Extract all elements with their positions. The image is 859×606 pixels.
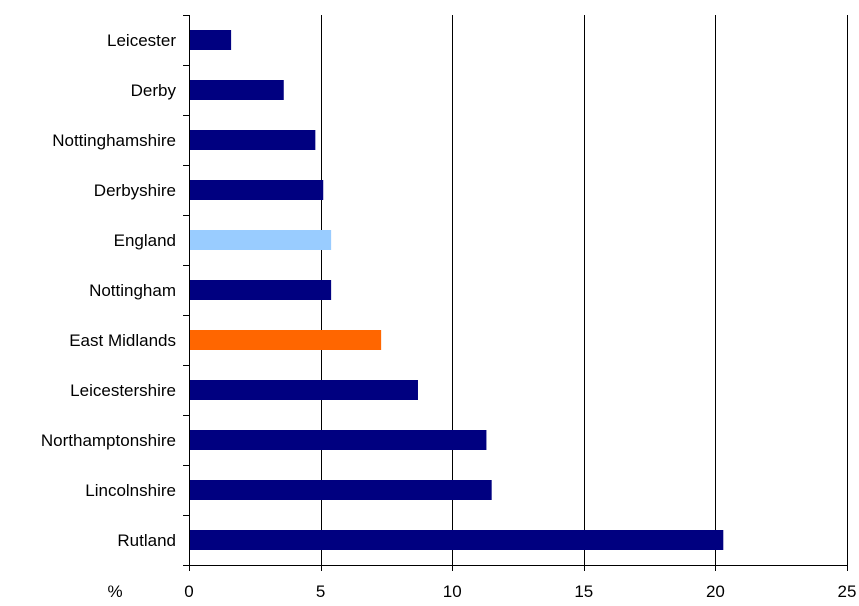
x-tick-label: 10 [443, 582, 462, 601]
bar [190, 230, 332, 250]
bar [190, 180, 324, 200]
category-label: Lincolnshire [85, 481, 176, 500]
bar [190, 280, 332, 300]
category-label: Rutland [117, 531, 176, 550]
category-label: Leicestershire [70, 381, 176, 400]
x-axis-title: % [107, 582, 122, 601]
x-tick-label: 25 [838, 582, 857, 601]
x-tick-label: 0 [184, 582, 193, 601]
category-label: Derbyshire [94, 181, 176, 200]
bar [190, 480, 492, 500]
category-label: Northamptonshire [41, 431, 176, 450]
category-labels: Leicester Derby Nottinghamshire Derbyshire E… [41, 31, 177, 550]
bar [190, 330, 382, 350]
category-label: England [114, 231, 176, 250]
x-tick-labels: 0 5 10 15 20 25 [184, 582, 856, 601]
axes [183, 15, 848, 571]
category-label: Nottinghamshire [52, 131, 176, 150]
bar [190, 30, 232, 50]
bar [190, 130, 316, 150]
category-label: Leicester [107, 31, 176, 50]
category-label: East Midlands [69, 331, 176, 350]
bars [190, 30, 724, 550]
category-label: Nottingham [89, 281, 176, 300]
x-tick-label: 5 [316, 582, 325, 601]
bar [190, 530, 724, 550]
category-label: Derby [131, 81, 177, 100]
gridlines [321, 15, 848, 565]
bar [190, 80, 284, 100]
bar [190, 430, 487, 450]
x-tick-label: 20 [706, 582, 725, 601]
x-tick-label: 15 [574, 582, 593, 601]
bar [190, 380, 418, 400]
